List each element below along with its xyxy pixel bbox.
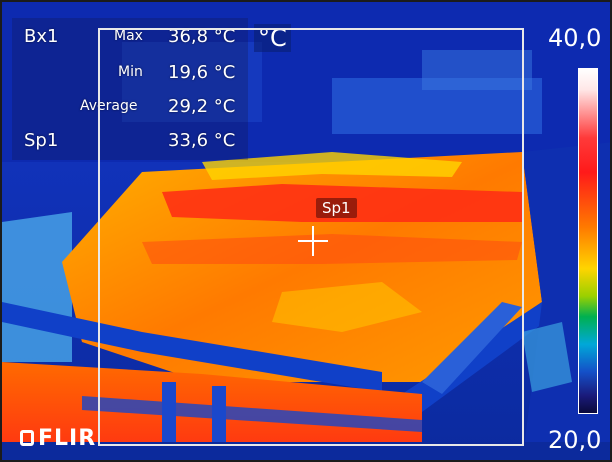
crosshair-vertical <box>312 226 314 256</box>
spot-marker-tag: Sp1 <box>316 198 357 218</box>
scale-min-value: 20,0 <box>548 426 602 454</box>
max-value: 36,8 °C <box>168 26 236 47</box>
bottom-band <box>2 442 610 460</box>
temperature-color-scale <box>578 68 598 414</box>
yellow-highlight-1 <box>202 152 462 180</box>
front-post-1 <box>162 382 176 442</box>
measurement-box-bx1[interactable] <box>98 28 524 446</box>
spot-crosshair-icon[interactable] <box>298 226 328 256</box>
left-warm-area <box>2 212 72 362</box>
wall-object <box>122 42 262 122</box>
spot-value: 33,6 °C <box>168 130 236 151</box>
hot-streak-mid <box>142 234 522 264</box>
cool-bar-right <box>402 292 610 412</box>
flir-logo-text: FLIR <box>38 426 97 451</box>
cool-bar-left <box>2 302 382 392</box>
average-value: 29,2 °C <box>168 96 236 117</box>
front-post-2 <box>212 386 226 442</box>
min-label: Min <box>118 64 143 80</box>
min-value: 19,6 °C <box>168 62 236 83</box>
max-label: Max <box>114 28 143 44</box>
readout-panel <box>12 18 248 160</box>
flir-logo-icon <box>20 430 34 446</box>
yellow-highlight-2 <box>272 282 422 332</box>
average-label: Average <box>80 98 138 114</box>
right-warm-patch <box>522 322 572 392</box>
wall-shelf <box>422 50 532 90</box>
box-label: Bx1 <box>24 26 59 47</box>
spot-label: Sp1 <box>24 130 59 151</box>
cool-bar-diag <box>422 302 522 394</box>
scale-max-value: 40,0 <box>548 24 602 52</box>
flir-logo: FLIR <box>20 426 96 451</box>
